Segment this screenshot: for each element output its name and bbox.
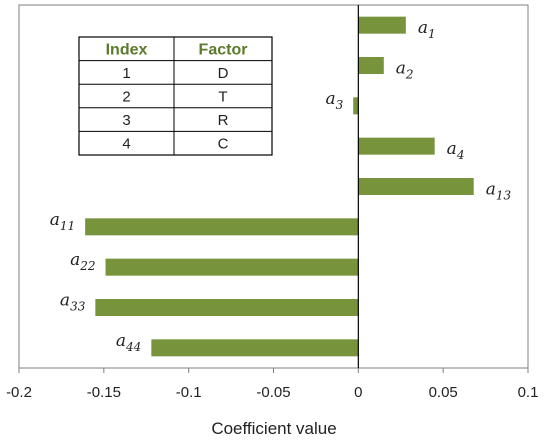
bar-label-a11: a11: [50, 210, 75, 233]
table-cell: R: [218, 112, 229, 129]
table-cell: 4: [122, 136, 130, 153]
bar-a33: [95, 299, 359, 316]
bar-label-a22: a22: [70, 250, 95, 273]
x-tick-label: -0.1: [176, 384, 202, 401]
bar-a4: [358, 137, 435, 155]
x-tick-label: 0.05: [429, 384, 458, 401]
bar-label-a33: a33: [60, 291, 86, 314]
x-axis-ticks: -0.2 -0.15 -0.1 -0.05 0 0.05 0.1: [6, 368, 538, 401]
x-tick-label: -0.15: [87, 384, 121, 401]
bars-group: [85, 16, 474, 357]
table-border: [78, 36, 273, 156]
x-tick-label: -0.2: [6, 384, 32, 401]
table-cell: C: [218, 136, 229, 153]
bar-label-a44: a44: [116, 331, 141, 354]
table-cell: 3: [122, 112, 130, 129]
bar-label-a2: a2: [396, 59, 414, 82]
table-header-cell: Index: [106, 41, 148, 58]
table-cell: D: [218, 65, 229, 82]
table-cell: 2: [122, 89, 130, 106]
bar-a22: [105, 258, 359, 276]
bar-label-a13: a13: [486, 180, 512, 203]
x-tick-label: 0: [354, 384, 362, 401]
table-cell: T: [218, 89, 227, 106]
bar-a11: [85, 218, 359, 236]
bar-a13: [358, 178, 474, 195]
bar-label-a1: a1: [418, 18, 436, 41]
bar-a44: [151, 339, 359, 357]
bar-a1: [358, 16, 406, 34]
factor-table: Index Factor 1 D 2 T 3 R 4 C: [78, 36, 273, 156]
bar-label-a3: a3: [325, 89, 343, 112]
table-header-cell: Factor: [199, 41, 248, 58]
x-tick-label: 0.1: [518, 384, 539, 401]
table-cell: 1: [122, 65, 130, 82]
bar-a3: [353, 97, 359, 115]
x-tick-label: -0.05: [256, 384, 290, 401]
x-axis-title: Coefficient value: [211, 419, 336, 438]
bar-a2: [358, 57, 384, 74]
bar-label-a4: a4: [447, 139, 465, 162]
